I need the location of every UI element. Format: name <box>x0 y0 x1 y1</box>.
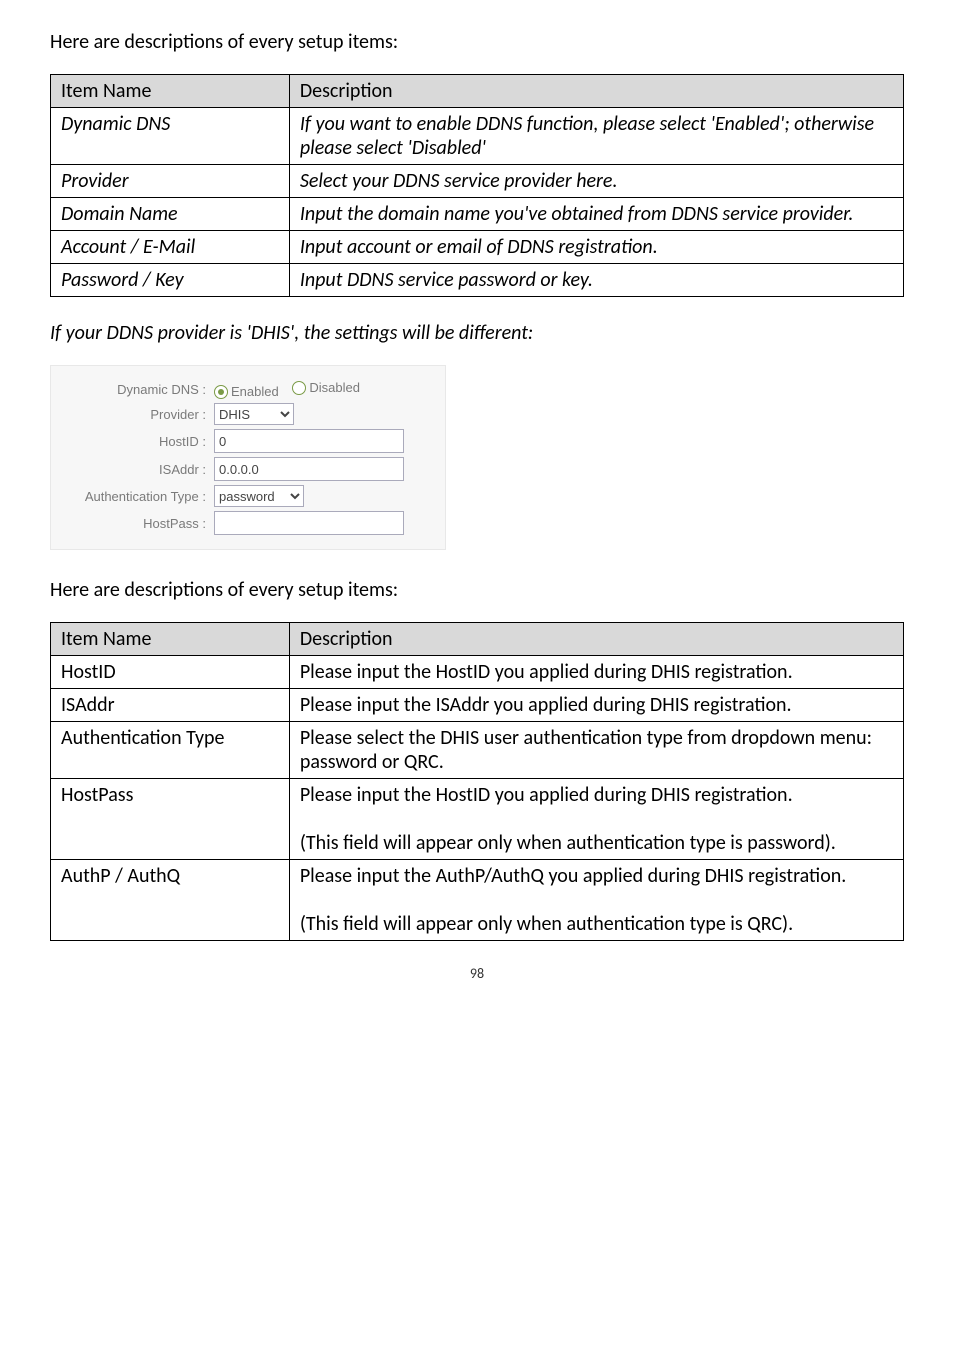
table2-row3-desc: Please input the HostID you applied duri… <box>289 779 903 860</box>
dynamic-dns-label: Dynamic DNS : <box>61 382 214 397</box>
hostpass-label: HostPass : <box>61 516 214 531</box>
table-row: Authentication Type Please select the DH… <box>51 722 904 779</box>
table1-row3-name: Account / E-Mail <box>51 231 290 264</box>
auth-type-select[interactable]: password <box>214 485 304 507</box>
table2-header-desc: Description <box>289 623 903 656</box>
hostid-input[interactable] <box>214 429 404 453</box>
table1-row1-desc: Select your DDNS service provider here. <box>289 165 903 198</box>
table1-row2-name: Domain Name <box>51 198 290 231</box>
disabled-radio[interactable]: Disabled <box>292 380 360 395</box>
table1-row0-name: Dynamic DNS <box>51 108 290 165</box>
table1-row4-desc: Input DDNS service password or key. <box>289 264 903 297</box>
table2-row0-name: HostID <box>51 656 290 689</box>
dhis-form-panel: Dynamic DNS : Enabled Disabled Provider … <box>50 365 446 550</box>
table-row: HostID Please input the HostID you appli… <box>51 656 904 689</box>
provider-label: Provider : <box>61 407 214 422</box>
page-number: 98 <box>50 965 904 982</box>
setup-items-table-1: Item Name Description Dynamic DNS If you… <box>50 74 904 297</box>
enabled-radio-label: Enabled <box>231 384 279 399</box>
table2-row4-name: AuthP / AuthQ <box>51 860 290 941</box>
table1-header-desc: Description <box>289 75 903 108</box>
table2-row3-name: HostPass <box>51 779 290 860</box>
disabled-radio-label: Disabled <box>309 380 360 395</box>
table1-row4-name: Password / Key <box>51 264 290 297</box>
hostpass-input[interactable] <box>214 511 404 535</box>
table2-row4-desc: Please input the AuthP/AuthQ you applied… <box>289 860 903 941</box>
table-row: HostPass Please input the HostID you app… <box>51 779 904 860</box>
table1-row2-desc: Input the domain name you've obtained fr… <box>289 198 903 231</box>
table2-header-name: Item Name <box>51 623 290 656</box>
table1-row0-desc: If you want to enable DDNS function, ple… <box>289 108 903 165</box>
isaddr-label: ISAddr : <box>61 462 214 477</box>
radio-checked-icon <box>214 385 228 399</box>
table1-row1-name: Provider <box>51 165 290 198</box>
setup-items-table-2: Item Name Description HostID Please inpu… <box>50 622 904 941</box>
table1-header-name: Item Name <box>51 75 290 108</box>
table-row: AuthP / AuthQ Please input the AuthP/Aut… <box>51 860 904 941</box>
table2-row1-name: ISAddr <box>51 689 290 722</box>
enabled-radio[interactable]: Enabled <box>214 384 279 399</box>
table-row: Domain Name Input the domain name you've… <box>51 198 904 231</box>
auth-type-label: Authentication Type : <box>61 489 214 504</box>
table2-row2-name: Authentication Type <box>51 722 290 779</box>
table-row: Provider Select your DDNS service provid… <box>51 165 904 198</box>
table2-row2-desc: Please select the DHIS user authenticati… <box>289 722 903 779</box>
table1-row3-desc: Input account or email of DDNS registrat… <box>289 231 903 264</box>
radio-unchecked-icon <box>292 381 306 395</box>
table2-row0-desc: Please input the HostID you applied duri… <box>289 656 903 689</box>
provider-select[interactable]: DHIS <box>214 403 294 425</box>
table-row: Password / Key Input DDNS service passwo… <box>51 264 904 297</box>
isaddr-input[interactable] <box>214 457 404 481</box>
table2-row1-desc: Please input the ISAddr you applied duri… <box>289 689 903 722</box>
table-row: Account / E-Mail Input account or email … <box>51 231 904 264</box>
dhis-note: If your DDNS provider is 'DHIS', the set… <box>50 321 904 345</box>
table-row: ISAddr Please input the ISAddr you appli… <box>51 689 904 722</box>
table-row: Dynamic DNS If you want to enable DDNS f… <box>51 108 904 165</box>
intro-text-2: Here are descriptions of every setup ite… <box>50 578 904 602</box>
hostid-label: HostID : <box>61 434 214 449</box>
intro-text-1: Here are descriptions of every setup ite… <box>50 30 904 54</box>
